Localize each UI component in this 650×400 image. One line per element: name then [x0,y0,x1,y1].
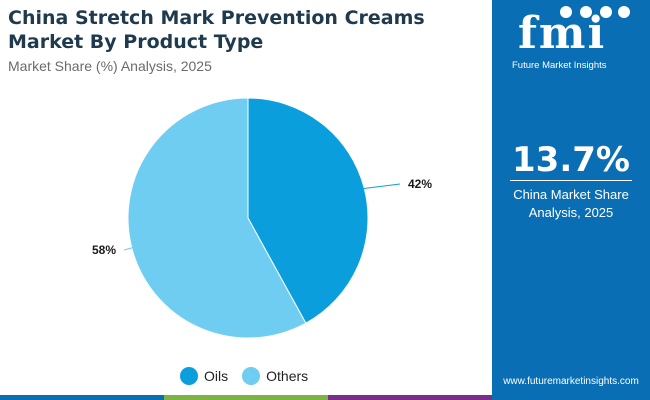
legend-item-oils: Oils [180,367,228,385]
leader-line-oils [361,183,401,190]
bottom-color-stripe [0,395,492,400]
legend-label-oils: Oils [204,368,229,384]
chart-legend: Oils Others [180,364,308,388]
stat-value: 13.7% [512,140,630,180]
pie-chart: 42% 58% [92,97,432,339]
stat-label-line1: China Market Share [513,187,629,202]
data-label-oils: 42% [408,177,432,191]
legend-item-others: Others [242,367,308,385]
stripe-segment-purple [328,395,492,400]
legend-swatch-others [242,367,261,385]
stat-label-line2: Analysis, 2025 [528,205,614,220]
logo-text: fmi [518,8,607,59]
legend-label-others: Others [266,368,309,384]
leader-line-others [123,246,135,251]
chart-title: China Stretch Mark Prevention Creams Mar… [8,7,425,53]
stat-divider [510,180,632,181]
stripe-segment-green [164,395,328,400]
fmi-logo: fmi Future Market Insights [512,4,632,72]
legend-swatch-oils [180,367,198,385]
stripe-segment-blue [0,395,164,400]
side-panel: fmi Future Market Insights 13.7% China M… [492,0,650,400]
data-label-others: 58% [92,243,116,257]
stat-label: China Market Share Analysis, 2025 [492,186,650,222]
footer-url[interactable]: www.futuremarketinsights.com [503,376,639,387]
chart-subtitle: Market Share (%) Analysis, 2025 [8,58,212,74]
logo-caption: Future Market Insights [512,60,607,71]
logo-icon [560,6,630,18]
